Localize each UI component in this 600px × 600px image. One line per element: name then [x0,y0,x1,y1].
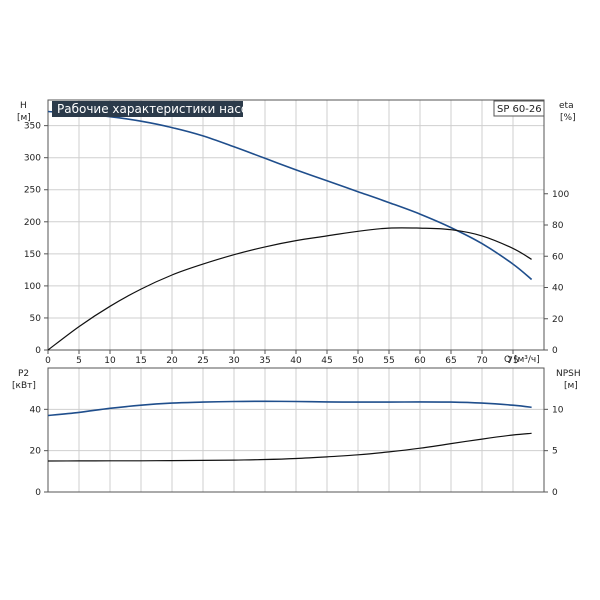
x-tick-label: 15 [135,356,146,366]
x-tick-label: 25 [197,356,208,366]
right-tick-label: 0 [552,488,558,498]
top-grid [48,100,544,350]
x-tick-label: 70 [476,356,488,366]
bottom-ticks: 0 20 40 0 5 10 [30,405,564,498]
series-line-left-0 [47,110,533,281]
left-tick-label: 300 [24,154,41,164]
left-tick-label: 20 [30,447,42,457]
x-tick-label: 60 [414,356,426,366]
eta-axis-name: eta [559,101,574,111]
top-panel: 0 50 100 150 200 250 300 350 0 20 40 60 80 100 0 5 10 15 2… [17,99,576,366]
left-tick-label: 0 [35,488,41,498]
bottom-frame [47,367,545,493]
x-tick-label: 45 [321,356,332,366]
right-tick-label: 40 [552,284,564,294]
left-tick-label: 0 [35,346,41,356]
x-tick-label: 5 [76,356,82,366]
x-tick-label: 40 [290,356,302,366]
series-line-left-0 [47,400,532,417]
x-tick-label: 65 [445,356,456,366]
left-tick-label: 200 [24,218,41,228]
right-tick-label: 20 [552,315,564,325]
p2-axis-name: P2 [18,369,29,379]
left-tick-label: 100 [24,282,41,292]
right-tick-label: 10 [552,405,564,415]
right-tick-label: 80 [552,221,564,231]
bottom-grid [48,368,544,492]
model-label: SP 60-26 [497,104,542,115]
bottom-series [47,400,532,462]
title-box [52,101,243,117]
x-tick-label: 30 [228,356,240,366]
model-box [493,100,545,117]
q-axis-label: Q [м³/ч] [504,355,540,365]
h-axis-unit: [м] [17,113,31,123]
x-tick-label: 0 [45,356,51,366]
top-series [47,110,533,351]
chart-title: Рабочие характеристики насоса [57,102,262,116]
x-tick-label: 10 [104,356,116,366]
npsh-axis-unit: [м] [564,381,578,391]
right-tick-label: 100 [552,190,569,200]
top-ticks: 0 50 100 150 200 250 300 350 0 20 40 60 80 100 0 5 10 15 2… [24,122,570,366]
series-line-right-1 [47,432,532,462]
x-tick-label: 55 [383,356,394,366]
h-axis-name: H [20,101,27,111]
right-tick-label: 60 [552,252,564,262]
left-tick-label: 40 [30,405,42,415]
left-tick-label: 150 [24,250,41,260]
left-tick-label: 50 [30,314,42,324]
x-tick-label: 50 [352,356,364,366]
bottom-panel: 0 20 40 0 5 10 P2 [кВт] NPSH [м] [12,367,581,498]
x-tick-label: 75 [507,356,518,366]
npsh-axis-name: NPSH [556,369,581,379]
p2-axis-unit: [кВт] [12,381,36,391]
right-tick-label: 0 [552,346,558,356]
series-line-right-1 [47,227,532,351]
right-tick-label: 5 [552,447,558,457]
x-tick-label: 35 [259,356,270,366]
left-tick-label: 350 [24,122,41,132]
left-tick-label: 250 [24,186,41,196]
eta-axis-unit: [%] [560,113,576,123]
x-tick-label: 20 [166,356,178,366]
